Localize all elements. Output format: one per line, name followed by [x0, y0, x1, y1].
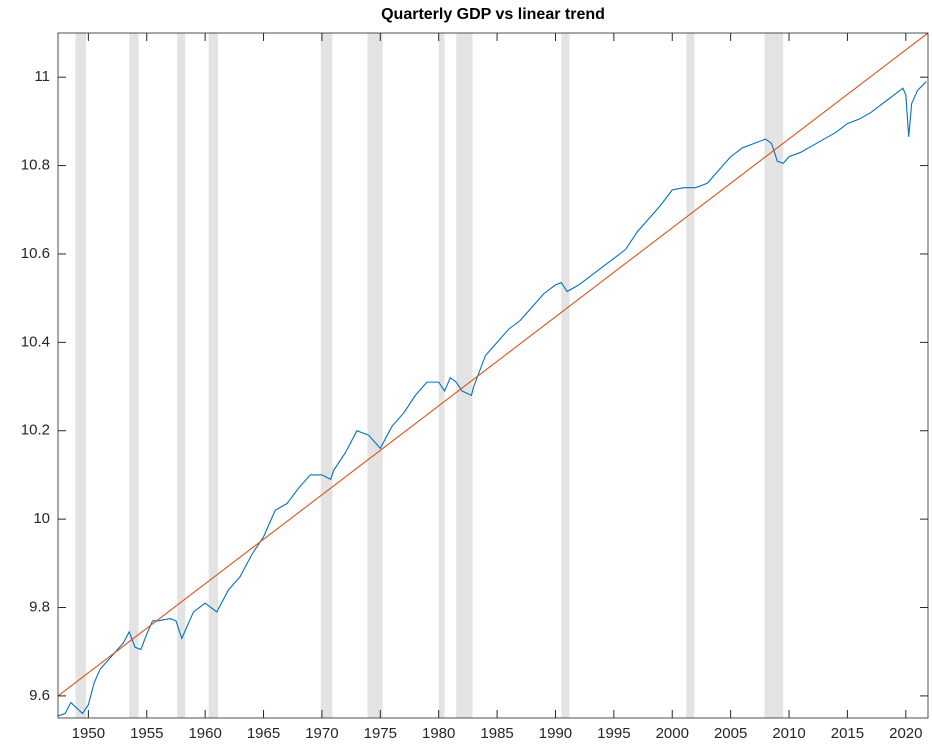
- y-tick-label: 10.2: [21, 422, 50, 439]
- recession-band: [208, 33, 218, 718]
- recession-band: [320, 33, 333, 718]
- x-tick-label: 2005: [714, 725, 747, 742]
- y-tick-label: 10.8: [21, 157, 50, 174]
- x-tick-label: 1995: [597, 725, 630, 742]
- y-tick-label: 10: [33, 510, 50, 527]
- x-tick-label: 1970: [305, 725, 338, 742]
- recession-band: [129, 33, 139, 718]
- series-line: [58, 81, 927, 717]
- series-line: [58, 33, 928, 697]
- recession-band: [438, 33, 445, 718]
- recession-band: [686, 33, 695, 718]
- y-tick-label: 9.8: [29, 598, 50, 615]
- x-tick-label: 2000: [656, 725, 689, 742]
- recession-band: [456, 33, 473, 718]
- recession-band: [75, 33, 87, 718]
- recession-band: [764, 33, 784, 718]
- recession-band: [177, 33, 186, 718]
- x-tick-label: 1955: [130, 725, 163, 742]
- chart-title: Quarterly GDP vs linear trend: [381, 6, 605, 23]
- recession-band: [561, 33, 570, 718]
- x-tick-label: 2010: [772, 725, 805, 742]
- x-tick-label: 2015: [831, 725, 864, 742]
- y-tick-label: 11: [34, 68, 50, 85]
- y-tick-label: 10.6: [21, 245, 50, 262]
- x-tick-label: 1965: [247, 725, 280, 742]
- recession-band: [367, 33, 383, 718]
- x-tick-label: 1980: [422, 725, 455, 742]
- x-tick-label: 1950: [72, 725, 105, 742]
- x-tick-label: 1990: [539, 725, 572, 742]
- y-tick-label: 10.4: [21, 333, 50, 350]
- y-tick-label: 9.6: [29, 687, 50, 704]
- x-tick-label: 1985: [480, 725, 513, 742]
- x-tick-label: 1975: [364, 725, 397, 742]
- x-tick-label: 1960: [188, 725, 221, 742]
- plot-frame: [57, 32, 929, 719]
- x-tick-label: 2020: [889, 725, 922, 742]
